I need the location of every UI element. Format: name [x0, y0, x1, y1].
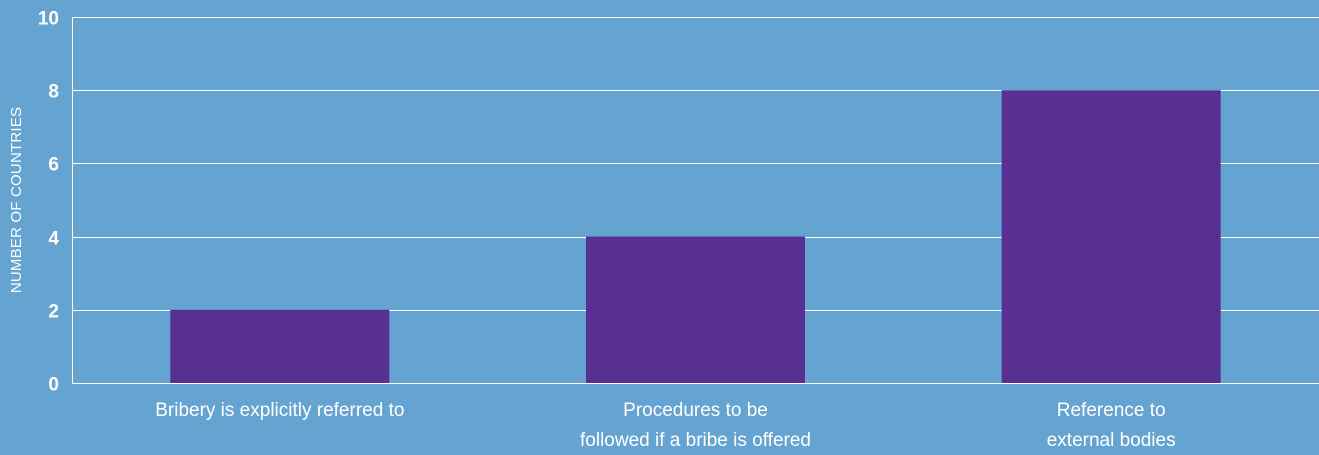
y-tick-label: 8: [48, 82, 59, 103]
category-label: Procedures to be followed if a bribe is o…: [580, 400, 811, 451]
y-axis-title: NUMBER OF COUNTRIES: [8, 107, 25, 293]
y-tick-label: 2: [48, 302, 59, 323]
category-label: Reference to external bodies: [1047, 400, 1176, 451]
y-tick-label: 6: [48, 155, 59, 176]
y-tick-labels: 0 2 4 6 8 10: [38, 9, 60, 396]
bars: [170, 90, 1221, 383]
y-tick-label: 0: [48, 375, 59, 396]
bar-1: [170, 309, 390, 383]
y-tick-label: 10: [38, 9, 59, 30]
category-labels: Bribery is explicitly referred to Procedu…: [155, 400, 1175, 451]
category-label: Bribery is explicitly referred to: [155, 400, 404, 421]
bar-3: [1001, 90, 1221, 383]
bar-2: [586, 236, 805, 383]
y-tick-label: 4: [48, 229, 59, 250]
